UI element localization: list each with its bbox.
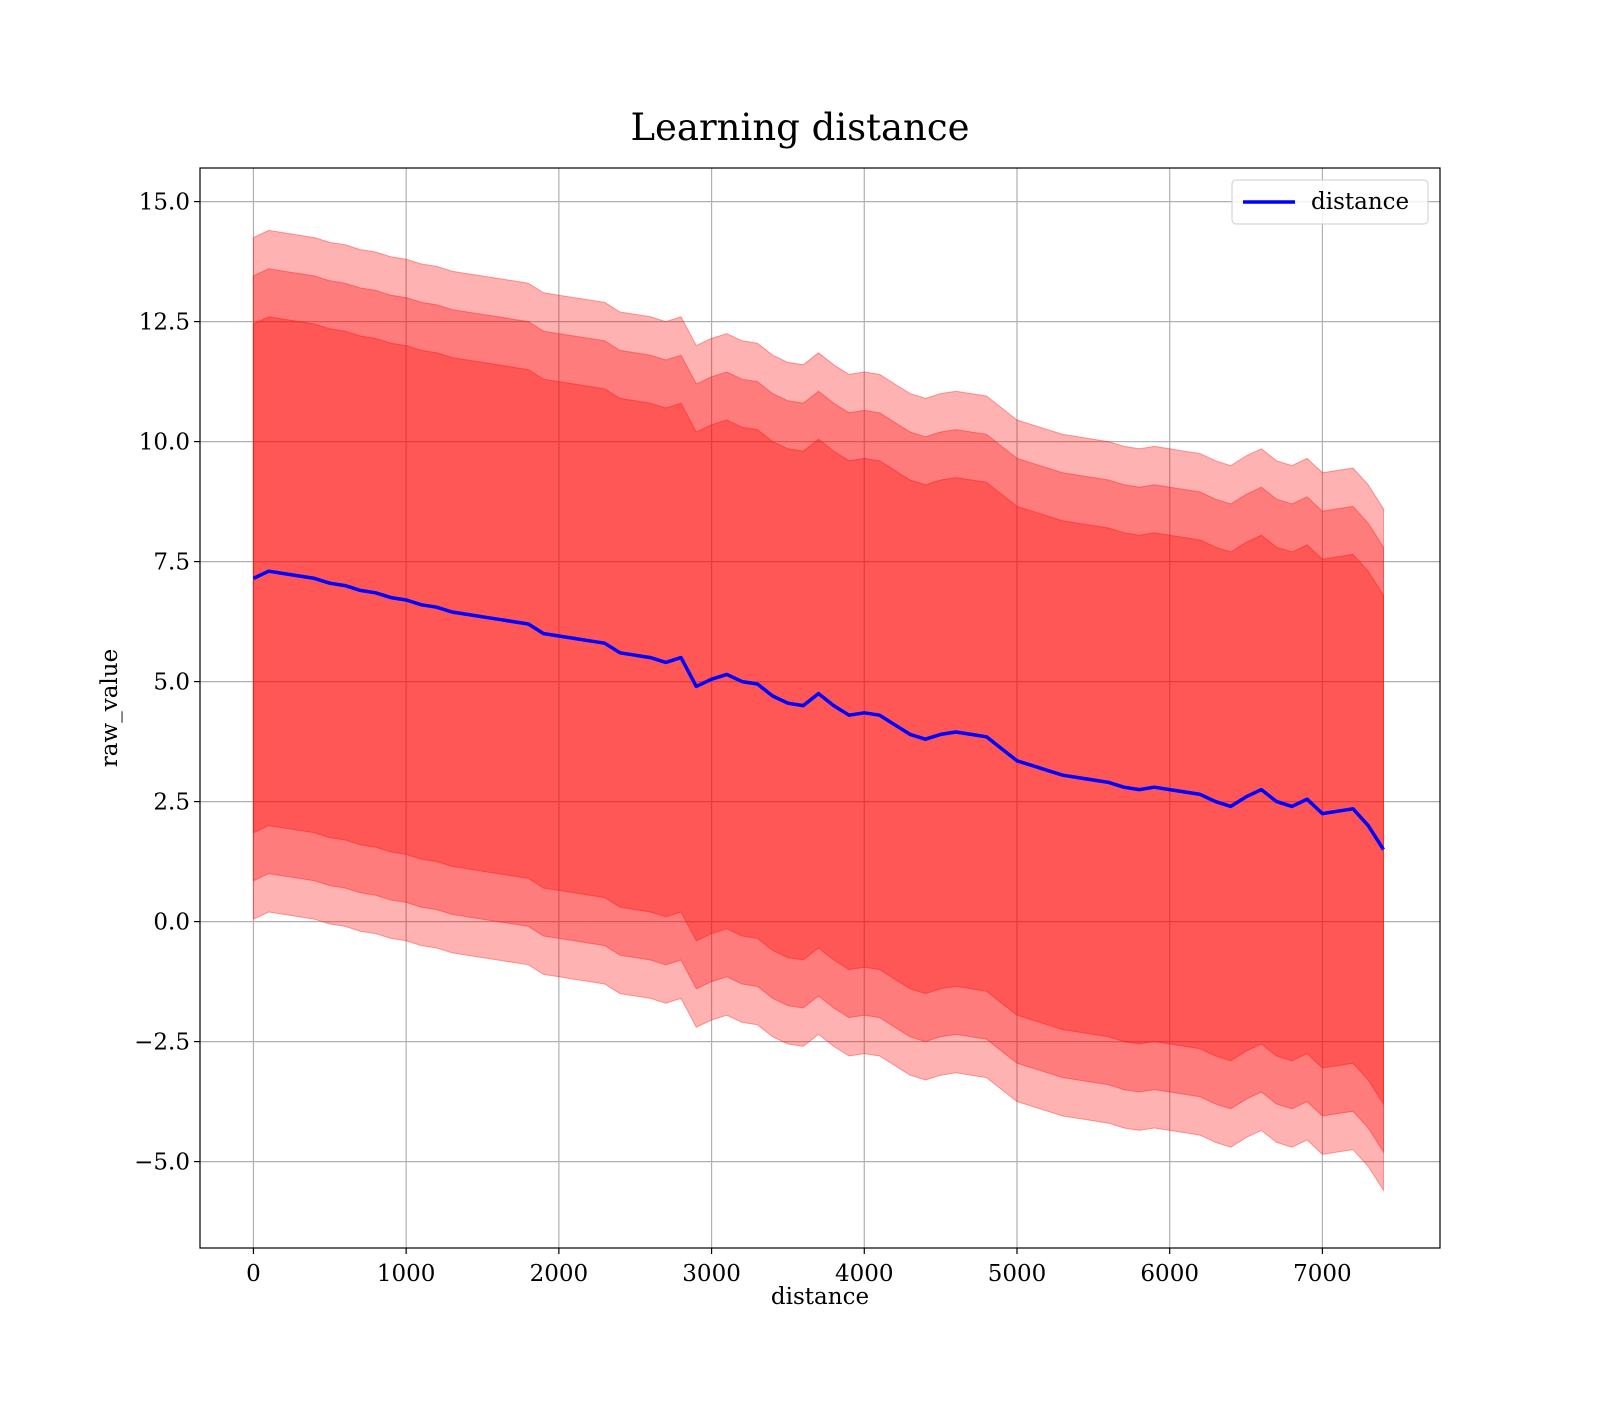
x-tick-label: 4000 (835, 1261, 894, 1287)
legend-label-distance: distance (1311, 189, 1409, 215)
x-axis-label: distance (771, 1284, 869, 1310)
y-tick-label: −2.5 (134, 1030, 190, 1056)
chart-title: Learning distance (630, 106, 969, 149)
x-tick-label: 1000 (377, 1261, 436, 1287)
y-tick-label: 7.5 (153, 550, 190, 576)
x-tick-label: 6000 (1140, 1261, 1199, 1287)
series-line-distance (252, 569, 1385, 851)
x-tick-label: 2000 (530, 1261, 589, 1287)
y-tick-label: 15.0 (139, 190, 190, 216)
x-axis-ticks: 0 1000 2000 3000 4000 5000 6000 7000 (246, 1248, 1352, 1287)
x-tick-label: 0 (246, 1261, 261, 1287)
y-tick-label: 12.5 (139, 310, 190, 336)
x-tick-label: 3000 (682, 1261, 741, 1287)
x-tick-label: 7000 (1293, 1261, 1352, 1287)
y-axis-ticks: −5.0 −2.5 0.0 2.5 5.0 7.5 10.0 12.5 15.0 (134, 190, 200, 1176)
band-layer (252, 229, 1384, 1193)
line-layer (252, 569, 1385, 851)
y-tick-label: 5.0 (153, 670, 190, 696)
y-tick-label: −5.0 (134, 1150, 190, 1176)
y-tick-label: 2.5 (153, 790, 190, 816)
y-axis-label: raw_value (97, 649, 123, 767)
plot-frame (199, 167, 1441, 1249)
legend-box (1231, 179, 1429, 225)
grid-layer (200, 168, 1440, 1248)
confidence-band (252, 229, 1384, 1193)
y-tick-label: 10.0 (139, 430, 190, 456)
y-tick-label: 0.0 (153, 910, 190, 936)
x-tick-label: 5000 (988, 1261, 1047, 1287)
confidence-band (252, 268, 1384, 1154)
legend: distance (1231, 179, 1429, 225)
confidence-band (252, 316, 1384, 1106)
